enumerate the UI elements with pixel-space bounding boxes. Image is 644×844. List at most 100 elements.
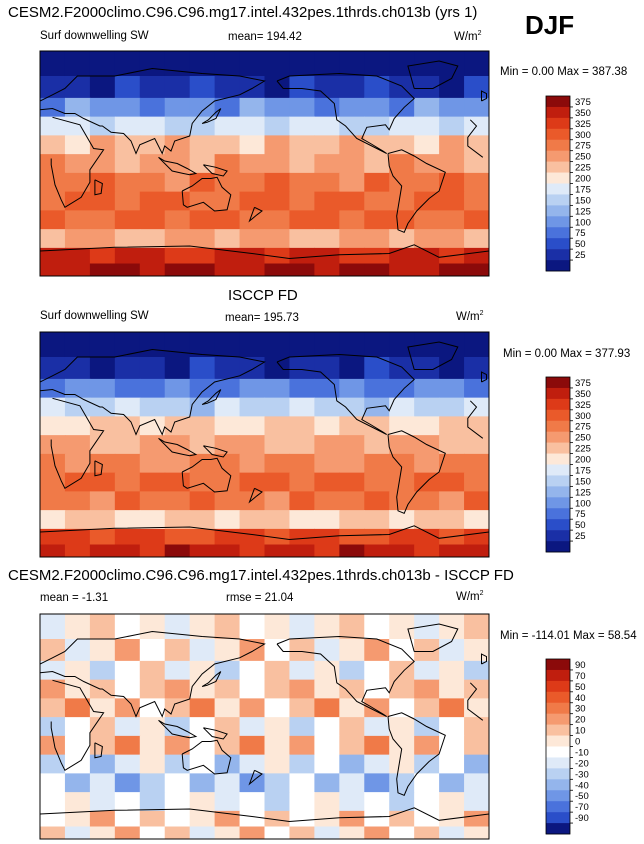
map-cell <box>314 51 340 77</box>
map-cell <box>189 773 216 793</box>
map-cell <box>114 397 141 417</box>
map-cell <box>464 735 489 756</box>
map-cell <box>64 453 91 474</box>
map-cell <box>439 229 465 249</box>
map-cell <box>264 510 291 530</box>
map-cell <box>189 660 216 681</box>
map-cell <box>40 51 66 77</box>
map-cell <box>239 416 266 436</box>
colorbar-label: -10 <box>575 747 589 758</box>
colorbar-label: 10 <box>575 726 586 737</box>
map-cell <box>314 773 340 793</box>
colorbar-box <box>546 431 570 443</box>
map-cell <box>89 154 116 174</box>
map-cell <box>64 378 91 399</box>
map-cell <box>364 453 390 474</box>
map-cell <box>364 660 390 681</box>
colorbar-box <box>546 238 570 250</box>
map-cell <box>64 154 91 174</box>
coastline <box>40 525 489 541</box>
map-cell <box>289 191 315 211</box>
map-cell <box>114 614 141 640</box>
map-cell <box>389 472 415 492</box>
map-cell <box>389 191 415 211</box>
map-cell <box>139 826 166 839</box>
map-cell <box>314 792 340 812</box>
map-cell <box>389 735 415 756</box>
map-cell <box>289 357 315 380</box>
map-cell <box>464 357 489 380</box>
map-cell <box>364 773 390 793</box>
colorbar-box <box>546 205 570 217</box>
colorbar-box <box>546 823 570 835</box>
map-cell <box>40 397 66 417</box>
coastline <box>203 164 228 177</box>
map-cell <box>339 247 365 265</box>
map-cell <box>139 332 166 358</box>
colorbar-label: 100 <box>575 217 591 228</box>
colorbar-box <box>546 139 570 151</box>
colorbar-label: -40 <box>575 780 589 791</box>
map-cell <box>239 51 266 77</box>
coastline <box>201 389 222 405</box>
map-cell <box>139 472 166 492</box>
map-cell <box>139 210 166 230</box>
colorbar-box <box>546 106 570 119</box>
map-cell <box>239 826 266 839</box>
map-cell <box>339 357 365 380</box>
map-cell <box>164 773 191 793</box>
map-cell <box>40 698 66 718</box>
map-cell <box>139 263 166 276</box>
map-cell <box>264 810 291 828</box>
colorbar-box <box>546 398 570 411</box>
map-cell <box>164 453 191 474</box>
colorbar-label: 350 <box>575 108 591 119</box>
map-cell <box>114 191 141 211</box>
map-cell <box>339 544 365 557</box>
map-cell <box>139 416 166 436</box>
map-cell <box>364 491 390 511</box>
map-cell <box>114 210 141 230</box>
map-cell <box>64 263 91 276</box>
map-cell <box>40 717 66 737</box>
map-cell <box>389 544 415 557</box>
map-cell <box>464 453 489 474</box>
colorbar-label: 375 <box>575 378 591 389</box>
map-cell <box>464 332 489 358</box>
colorbar-box <box>546 702 570 714</box>
map-cell <box>239 116 266 136</box>
map-cell <box>414 792 440 812</box>
map-cell <box>164 210 191 230</box>
map-cell <box>164 229 191 249</box>
map-cell <box>414 510 440 530</box>
map-cell <box>40 810 66 828</box>
map-cell <box>439 544 465 557</box>
map-cell <box>289 135 315 155</box>
colorbar-box <box>546 377 570 389</box>
coastline <box>387 149 446 233</box>
map-cell <box>114 754 141 774</box>
map-cell <box>264 332 291 358</box>
map-cell <box>64 698 91 718</box>
map-cell <box>314 210 340 230</box>
map-cell <box>339 51 365 77</box>
map-cell <box>214 773 241 793</box>
map-cell <box>89 614 116 640</box>
map-cell <box>289 172 315 193</box>
map-cell <box>289 332 315 358</box>
map-cell <box>164 614 191 640</box>
panel3-minmax: Min = -114.01 Max = 58.54 <box>500 630 637 642</box>
map-cell <box>339 263 365 276</box>
panel2-title: ISCCP FD <box>228 287 298 304</box>
map-cell <box>314 639 340 662</box>
map-cell <box>114 735 141 756</box>
map-cell <box>339 378 365 399</box>
map-cell <box>264 97 291 118</box>
map-cell <box>264 528 291 546</box>
colorbar-box <box>546 779 570 791</box>
map-cell <box>289 679 315 699</box>
coastline <box>481 371 487 383</box>
colorbar-label: 40 <box>575 693 586 704</box>
map-cell <box>239 773 266 793</box>
map-cell <box>389 528 415 546</box>
